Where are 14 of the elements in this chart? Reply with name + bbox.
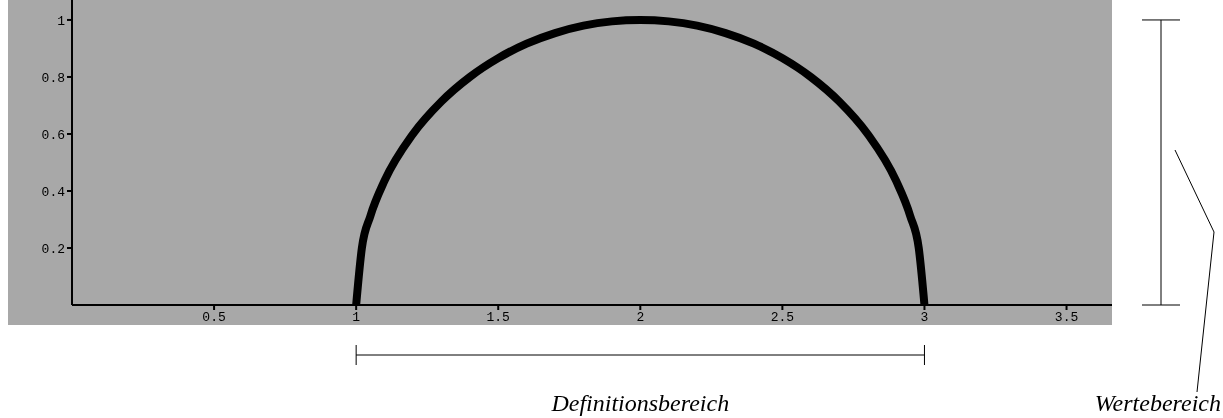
x-tick-label: 3 bbox=[920, 310, 929, 326]
y-tick-label: 0.2 bbox=[41, 241, 65, 257]
y-tick-label: 1 bbox=[57, 13, 66, 29]
y-tick-label: 0.4 bbox=[41, 184, 66, 200]
x-tick-label: 1 bbox=[352, 310, 361, 326]
x-tick-label: 0.5 bbox=[202, 310, 226, 326]
x-tick-label: 1.5 bbox=[486, 310, 510, 326]
x-tick-label: 3.5 bbox=[1054, 310, 1079, 326]
x-tick-label: 2.5 bbox=[770, 310, 795, 326]
text: Definitionsbereich bbox=[550, 390, 731, 417]
x-tick-label: 2 bbox=[636, 310, 645, 326]
text: Wertebereich bbox=[1094, 390, 1221, 417]
y-tick-label: 0.6 bbox=[41, 127, 65, 143]
y-tick-label: 0.8 bbox=[41, 70, 65, 86]
